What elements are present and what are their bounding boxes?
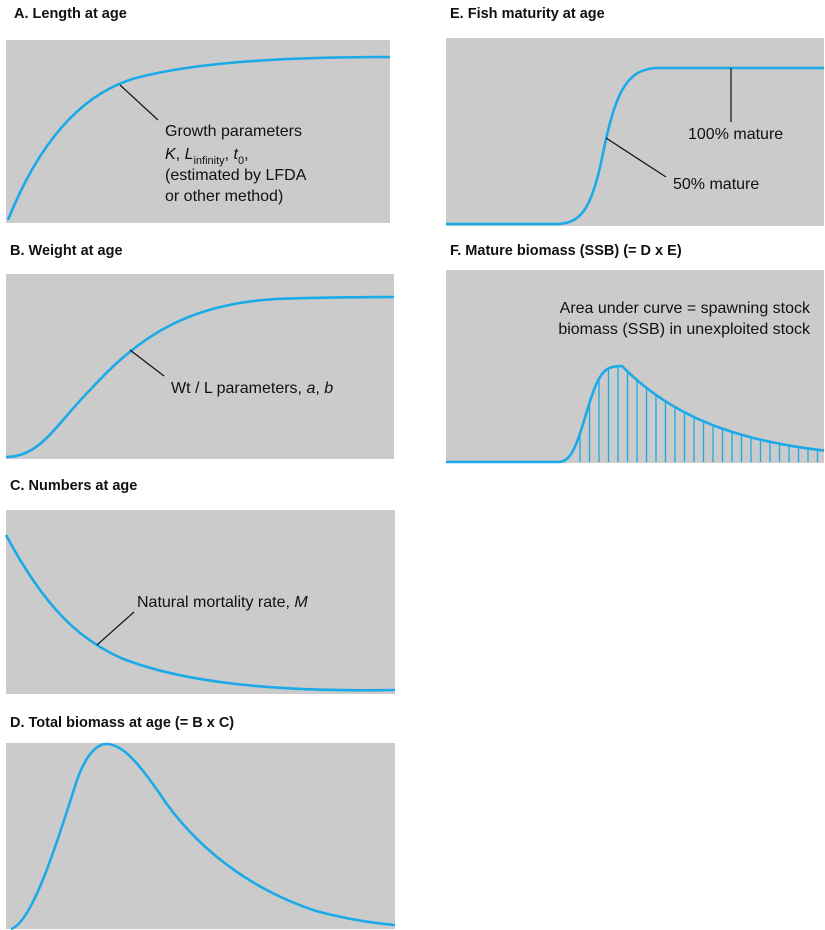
panel-a-background — [6, 40, 390, 223]
panel-c-title: C. Numbers at age — [10, 478, 138, 494]
mortality-leader-line — [96, 611, 135, 646]
panel-c-background — [6, 510, 395, 694]
mortality-label: Natural mortality rate, M — [137, 594, 308, 611]
panel-f-mature-biomass: Area under curve = spawning stock biomas… — [446, 270, 825, 464]
panel-e-background — [446, 38, 824, 226]
total-biomass-curve — [10, 742, 396, 930]
panel-c-numbers-at-age: Natural mortality rate, M — [4, 510, 396, 694]
mature-50-leader-line — [605, 137, 667, 178]
weight-leader-line — [129, 349, 165, 377]
numbers-curve — [4, 534, 396, 692]
panel-b-weight-at-age: Wt / L parameters, a, b — [5, 274, 395, 459]
panel-a-length-at-age: Growth parameters K, Linfinity, t0, (est… — [6, 40, 391, 223]
weight-params-label: Wt / L parameters, a, b — [171, 380, 333, 397]
panel-f-background — [446, 270, 824, 463]
mature-50-label: 50% mature — [673, 176, 759, 193]
ssb-annotation-line1: Area under curve = spawning stock — [560, 300, 811, 317]
growth-leader-line — [119, 84, 159, 121]
weight-curve — [5, 295, 395, 459]
maturity-curve — [446, 66, 824, 226]
panel-b-background — [6, 274, 394, 459]
panel-a-title: A. Length at age — [14, 6, 127, 22]
length-curve — [6, 55, 391, 221]
ssb-annotation-line2: biomass (SSB) in unexploited stock — [558, 321, 811, 338]
growth-params-method-2: or other method) — [165, 188, 283, 205]
panel-e-maturity-at-age: 100% mature 50% mature — [446, 38, 824, 226]
growth-params-symbols: K, Linfinity, t0, — [165, 146, 249, 167]
mature-100-label: 100% mature — [688, 126, 783, 143]
panel-d-title: D. Total biomass at age (= B x C) — [10, 715, 235, 731]
panel-f-title: F. Mature biomass (SSB) (= D x E) — [450, 243, 682, 259]
ssb-curve — [446, 364, 825, 464]
panel-e-title: E. Fish maturity at age — [450, 6, 605, 22]
growth-params-label: Growth parameters — [165, 123, 302, 140]
panel-d-background — [6, 743, 395, 929]
panel-d-total-biomass — [6, 742, 396, 930]
panel-b-title: B. Weight at age — [10, 243, 123, 259]
growth-params-method: (estimated by LFDA — [165, 167, 307, 184]
ssb-area-hatching — [579, 366, 819, 462]
